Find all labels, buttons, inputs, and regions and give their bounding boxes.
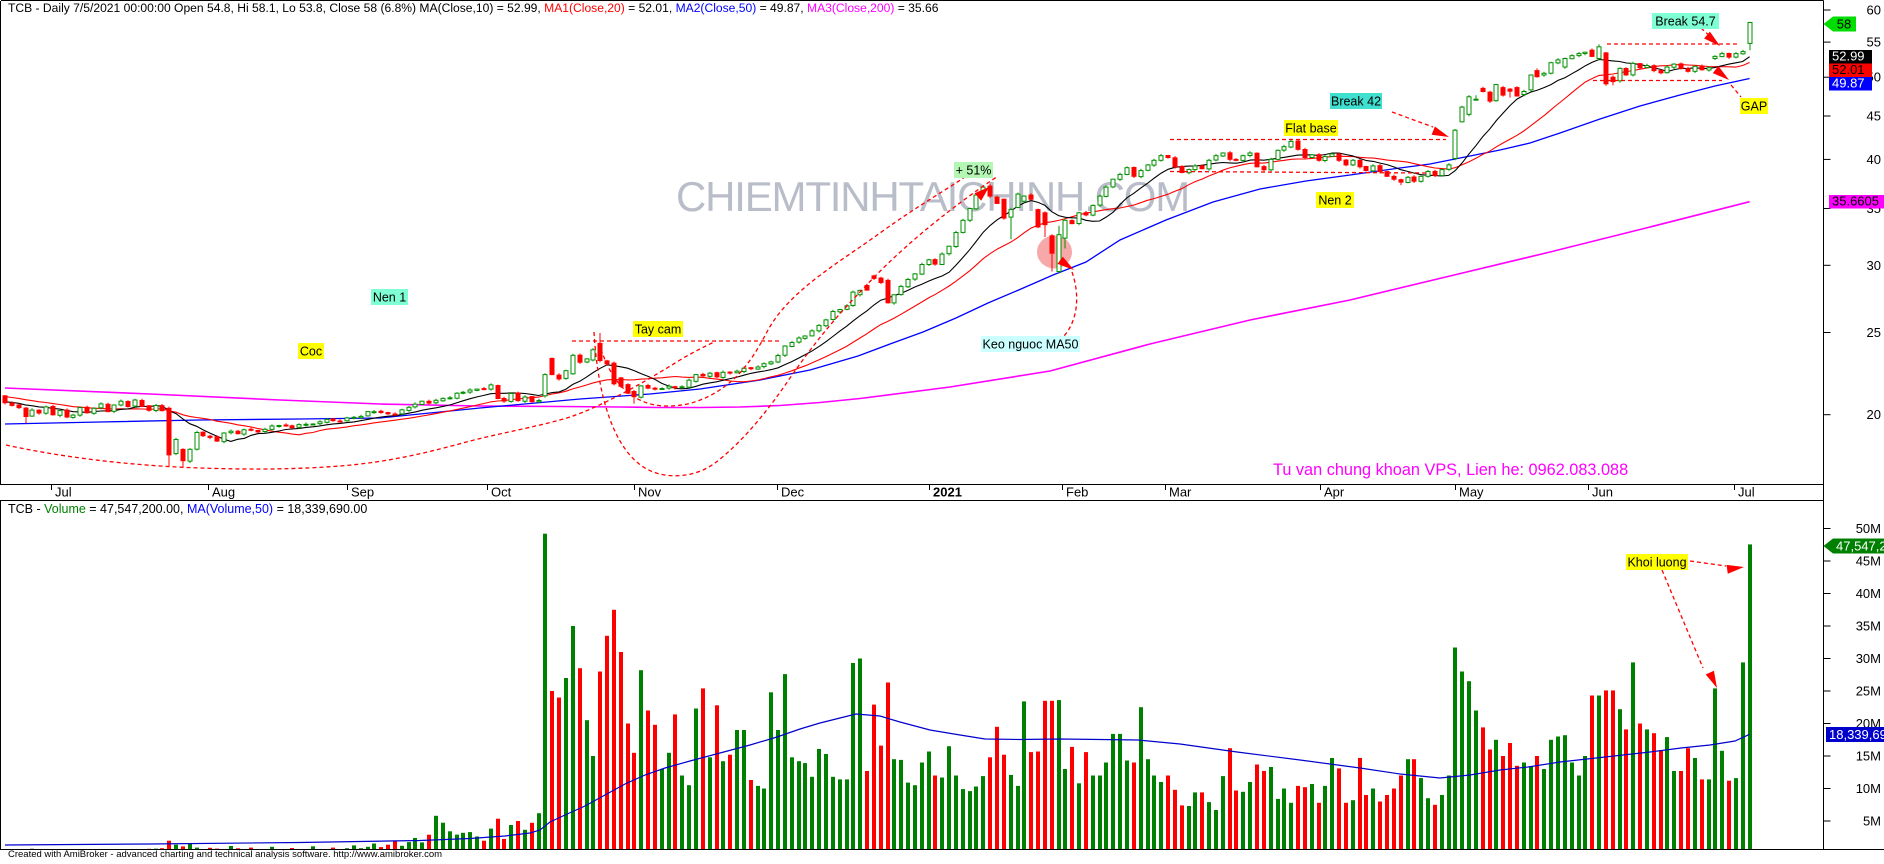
svg-text:Dec: Dec bbox=[781, 485, 805, 500]
svg-text:Jul: Jul bbox=[55, 485, 72, 500]
svg-text:Nen 2: Nen 2 bbox=[1318, 194, 1351, 208]
svg-text:Nov: Nov bbox=[638, 485, 662, 500]
svg-text:Tu van chung khoan VPS, Lien h: Tu van chung khoan VPS, Lien he: 0962.08… bbox=[1273, 461, 1628, 479]
svg-text:Sep: Sep bbox=[351, 485, 374, 500]
svg-text:Jun: Jun bbox=[1592, 485, 1613, 500]
svg-text:Jul: Jul bbox=[1738, 485, 1755, 500]
svg-text:20: 20 bbox=[1867, 407, 1881, 422]
svg-text:TCB - Volume = 47,547,200.00,: TCB - Volume = 47,547,200.00, MA(Volume,… bbox=[8, 502, 367, 516]
svg-text:55: 55 bbox=[1867, 35, 1881, 50]
svg-text:Nen 1: Nen 1 bbox=[373, 291, 406, 305]
svg-text:47,547,20: 47,547,20 bbox=[1836, 539, 1884, 554]
svg-text:Tay cam: Tay cam bbox=[635, 323, 682, 337]
svg-text:Khoi luong: Khoi luong bbox=[1627, 556, 1686, 570]
svg-text:+ 51%: + 51% bbox=[956, 164, 992, 178]
svg-text:25: 25 bbox=[1867, 325, 1881, 340]
svg-text:25M: 25M bbox=[1856, 684, 1881, 699]
svg-text:35.6605: 35.6605 bbox=[1832, 194, 1879, 209]
svg-text:30: 30 bbox=[1867, 258, 1881, 273]
svg-text:58: 58 bbox=[1837, 17, 1851, 32]
svg-text:2021: 2021 bbox=[933, 485, 962, 500]
svg-text:Mar: Mar bbox=[1169, 485, 1192, 500]
svg-text:May: May bbox=[1459, 485, 1484, 500]
svg-text:35M: 35M bbox=[1856, 619, 1881, 634]
svg-text:Aug: Aug bbox=[212, 485, 235, 500]
svg-text:60: 60 bbox=[1867, 3, 1881, 18]
svg-text:Flat base: Flat base bbox=[1285, 122, 1336, 136]
svg-text:50M: 50M bbox=[1856, 521, 1881, 536]
svg-text:15M: 15M bbox=[1856, 749, 1881, 764]
svg-text:TCB - Daily 7/5/2021 00:00:00: TCB - Daily 7/5/2021 00:00:00 Open 54.8,… bbox=[8, 1, 939, 15]
svg-text:40: 40 bbox=[1867, 152, 1881, 167]
svg-text:Apr: Apr bbox=[1324, 485, 1345, 500]
svg-text:Feb: Feb bbox=[1066, 485, 1088, 500]
svg-text:Keo nguoc MA50: Keo nguoc MA50 bbox=[983, 338, 1079, 352]
svg-text:Break 54.7: Break 54.7 bbox=[1655, 15, 1716, 29]
svg-text:18,339,69: 18,339,69 bbox=[1829, 727, 1884, 742]
svg-text:Created with AmiBroker - advan: Created with AmiBroker - advanced charti… bbox=[8, 849, 442, 859]
svg-text:Oct: Oct bbox=[491, 485, 512, 500]
svg-text:49.87: 49.87 bbox=[1832, 76, 1865, 91]
svg-text:30M: 30M bbox=[1856, 651, 1881, 666]
svg-text:Break 42: Break 42 bbox=[1331, 95, 1381, 109]
svg-text:Coc: Coc bbox=[300, 345, 322, 359]
svg-text:10M: 10M bbox=[1856, 781, 1881, 796]
svg-text:5M: 5M bbox=[1863, 814, 1881, 829]
svg-text:40M: 40M bbox=[1856, 586, 1881, 601]
svg-text:45M: 45M bbox=[1856, 554, 1881, 569]
svg-text:45: 45 bbox=[1867, 109, 1881, 124]
svg-text:GAP: GAP bbox=[1741, 100, 1767, 114]
